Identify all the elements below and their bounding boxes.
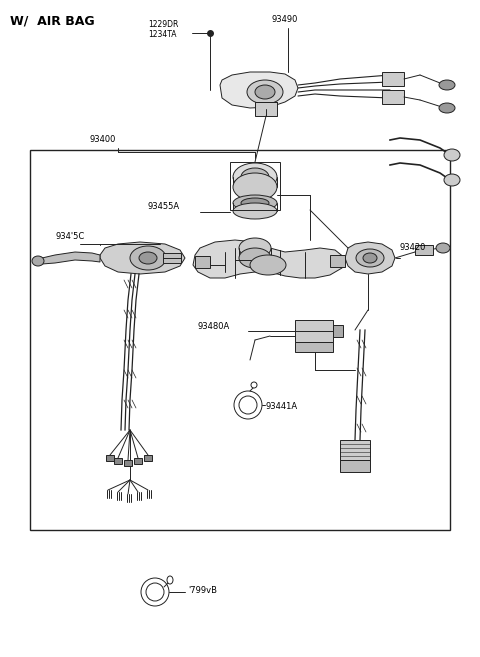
Text: 93455A: 93455A	[148, 202, 180, 211]
Ellipse shape	[241, 168, 269, 186]
Ellipse shape	[233, 195, 277, 211]
Ellipse shape	[356, 249, 384, 267]
Ellipse shape	[233, 203, 277, 219]
Ellipse shape	[444, 174, 460, 186]
Bar	[30, 150, 450, 530]
Ellipse shape	[130, 246, 166, 270]
Polygon shape	[38, 252, 100, 264]
Polygon shape	[345, 242, 395, 274]
Bar	[340, 440, 370, 460]
Bar	[382, 72, 404, 86]
Bar	[144, 455, 152, 461]
Ellipse shape	[363, 253, 377, 263]
Bar	[230, 162, 280, 210]
Bar	[106, 455, 114, 461]
Text: W/  AIR BAG: W/ AIR BAG	[10, 15, 95, 28]
Ellipse shape	[233, 173, 277, 201]
Ellipse shape	[146, 583, 164, 601]
Bar	[415, 245, 433, 255]
Ellipse shape	[233, 163, 277, 191]
Ellipse shape	[239, 396, 257, 414]
Ellipse shape	[241, 198, 269, 208]
Text: 93400: 93400	[90, 135, 116, 144]
Bar	[124, 460, 132, 466]
Bar	[255, 102, 277, 116]
Polygon shape	[220, 72, 298, 108]
Ellipse shape	[239, 248, 271, 268]
Ellipse shape	[436, 243, 450, 253]
Ellipse shape	[444, 149, 460, 161]
Bar	[195, 256, 210, 268]
Text: 93480A: 93480A	[198, 322, 230, 331]
Ellipse shape	[439, 80, 455, 90]
Bar	[340, 460, 370, 472]
Text: 1229DR
1234TA: 1229DR 1234TA	[148, 20, 179, 39]
Text: 93420: 93420	[400, 244, 426, 252]
Ellipse shape	[251, 382, 257, 388]
Bar	[333, 325, 343, 337]
Bar	[163, 253, 181, 263]
Text: '799vB: '799vB	[188, 586, 217, 595]
Ellipse shape	[247, 80, 283, 104]
Ellipse shape	[255, 85, 275, 99]
Polygon shape	[100, 242, 185, 274]
Ellipse shape	[167, 576, 173, 584]
Text: 93441A: 93441A	[265, 402, 297, 411]
Bar	[295, 342, 333, 352]
Bar	[114, 458, 122, 464]
Text: 934'5C: 934'5C	[55, 232, 84, 241]
Bar	[295, 320, 333, 342]
Ellipse shape	[234, 391, 262, 419]
Ellipse shape	[141, 578, 169, 606]
Bar	[382, 90, 404, 104]
Ellipse shape	[250, 255, 286, 275]
Bar	[330, 255, 345, 267]
Ellipse shape	[439, 103, 455, 113]
Ellipse shape	[139, 252, 157, 264]
Polygon shape	[193, 240, 345, 278]
Ellipse shape	[32, 256, 44, 266]
Ellipse shape	[239, 238, 271, 258]
Text: 93490: 93490	[272, 15, 299, 24]
Bar	[134, 458, 142, 464]
